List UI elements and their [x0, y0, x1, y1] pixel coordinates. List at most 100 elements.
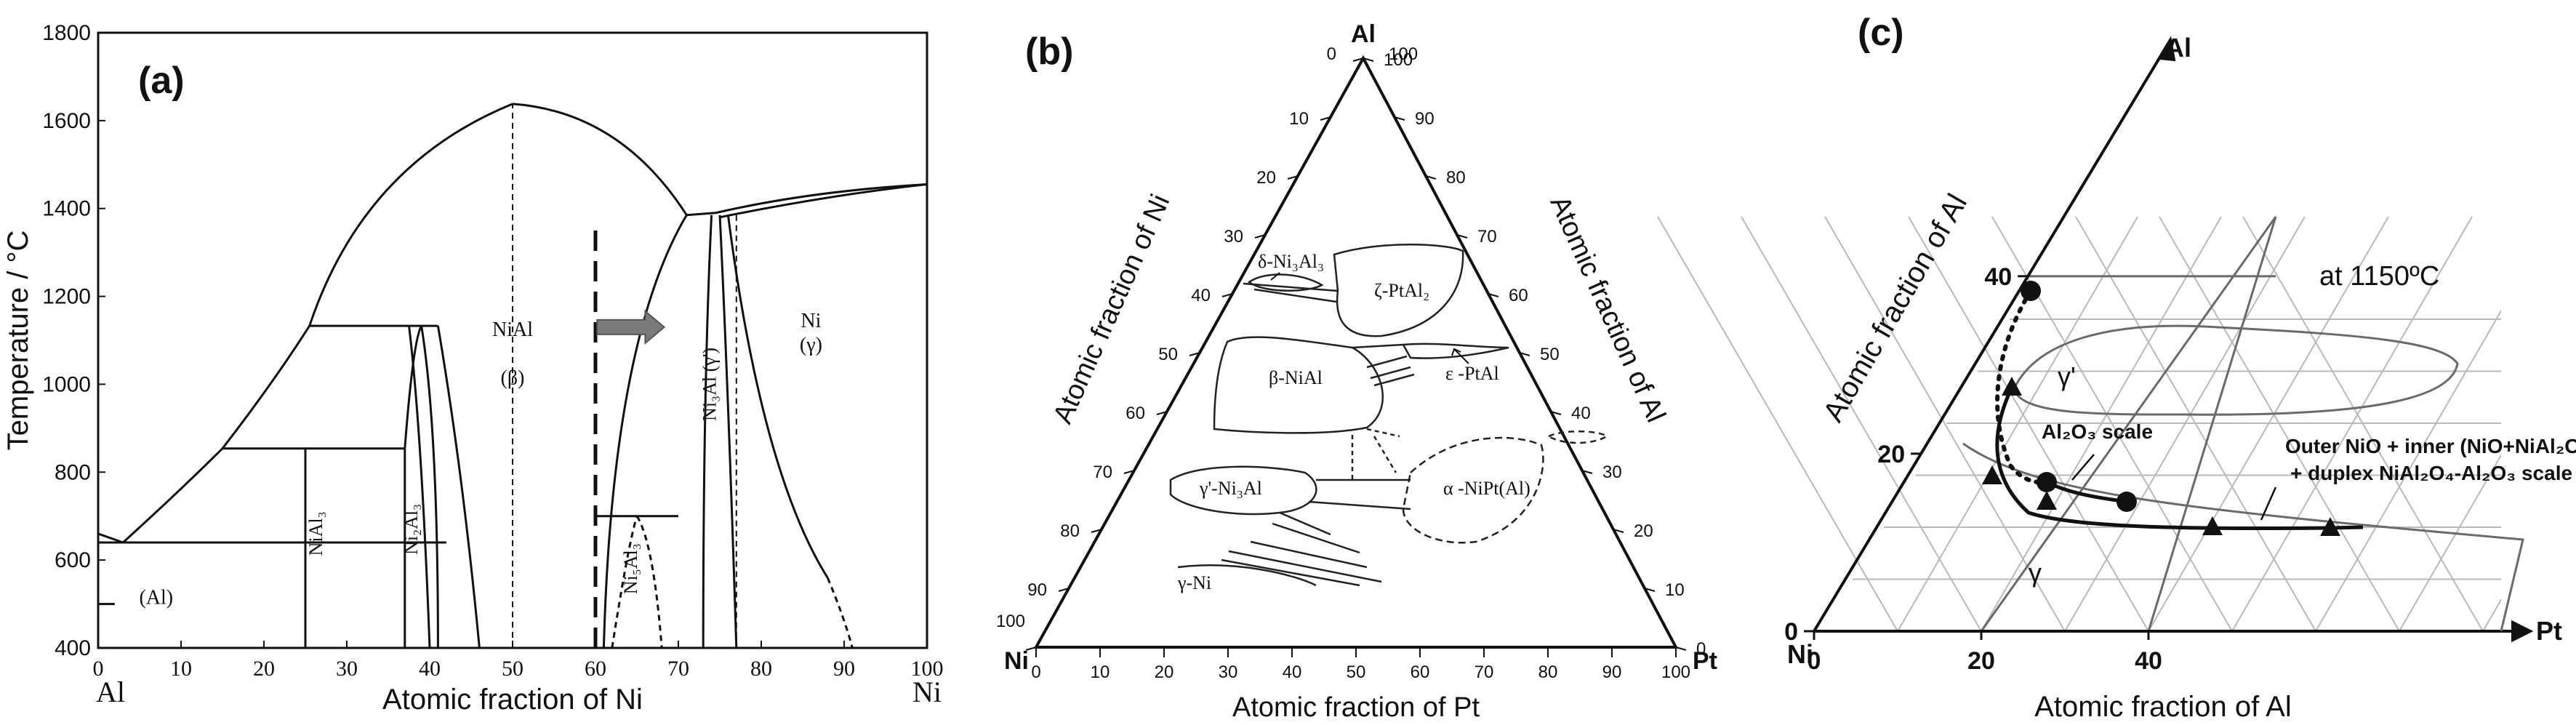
panel-c-vertex-ni: Ni [1787, 639, 1813, 669]
panel-a-ni3al-left [703, 215, 711, 648]
panel-a-phase-label: (γ) [800, 334, 822, 356]
panel-c-temperature-label: at 1150ºC [2319, 261, 2439, 292]
panel-a-ytick-label: 400 [55, 636, 91, 660]
panel-b-right-tick-label: 70 [1477, 227, 1497, 247]
panel-b-top-tick-100: 100 [1389, 44, 1418, 64]
panel-b-right-tick-label: 30 [1602, 462, 1622, 482]
panel-c-triangle-marker [2202, 516, 2223, 535]
panel-a-liquidus-al-side [98, 534, 123, 542]
panel-b-bottom-tick-label: 0 [1031, 662, 1040, 682]
panel-c-outer-scale-label-2: + duplex NiAl₂O₄-Al₂O₃ scale [2290, 462, 2572, 484]
panel-b-ternary-diagram: (b) 0010101020202030303040404050 50506060… [996, 20, 1717, 723]
panel-a-xtick-label: 50 [502, 657, 523, 681]
panel-a-ylabel: Temperature / °C [2, 231, 34, 451]
panel-a-phase-label: NiAl₃ [305, 511, 326, 556]
panel-b-bottom-tick-label: 100 [1661, 662, 1690, 682]
panel-c-vertex-al: Al [2165, 33, 2191, 63]
panel-b-phase-label: β-NiAl [1269, 367, 1323, 388]
panel-b-bottom-tick-label: 30 [1219, 662, 1238, 682]
panel-b-bottom-tick-label: 50 [1347, 662, 1366, 682]
panel-b-pointer-arrows [1271, 273, 1469, 364]
panel-a-gamma-boundary [728, 215, 827, 578]
panel-b-right-tick-label: 80 [1446, 168, 1466, 188]
panel-b-phase-label: γ-Ni [1177, 572, 1211, 593]
panel-c-grid [1658, 29, 2576, 640]
panel-a-ytick-label: 1400 [42, 197, 91, 221]
panel-b-phase-label: δ-Ni₃Al₃ [1258, 251, 1324, 272]
panel-c-axes [1814, 40, 2530, 640]
panel-b-right-small-region [1549, 431, 1607, 443]
panel-b-left-tick-label: 10 [1289, 109, 1309, 129]
panel-a-nial-left-boundary [438, 326, 479, 648]
panel-b-phase-label: γ'-Ni₃Al [1199, 478, 1262, 499]
panel-a-phase-label: Ni [801, 310, 821, 332]
panel-a-phase-label: (Al) [139, 587, 173, 609]
panel-b-right-axis-label: Atomic fraction of Al [1544, 191, 1671, 427]
panel-c-ternary-partial: (c) 0 20 40 0 20 40 Al Ni Pt Atomic fraction … [1658, 12, 2576, 723]
panel-b-vertex-pt: Pt [1693, 647, 1717, 675]
panel-c-outer-scale-label-1: Outer NiO + inner (NiO+NiAl₂O₄) [2285, 435, 2576, 457]
panel-a-xtick-label: 30 [336, 657, 358, 681]
panel-b-bottom-tick-label: 80 [1538, 662, 1558, 682]
panel-b-bottom-tick-label: 40 [1283, 662, 1302, 682]
panel-a-shift-arrow [597, 311, 664, 343]
panel-c-bottom-axis-label: Atomic fraction of Al [2034, 691, 2291, 723]
panel-a-liquidus-2 [222, 326, 310, 449]
panel-c-bottom-tick-label: 40 [2135, 647, 2162, 675]
panel-a-peritectic-1385 [686, 213, 715, 215]
panel-a-binary-phase-diagram: 0 10 20 30 40 50 60 70 80 90 100400600800100012001… [2, 21, 944, 716]
panel-b-right-tick-label: 40 [1571, 404, 1591, 423]
panel-b-left-tick-label: 40 [1191, 286, 1211, 305]
panel-a-phase-label: Ni₂Al₃ [401, 504, 422, 555]
panel-a-phase-label: (β) [501, 366, 525, 389]
panel-a-xlabel: Atomic fraction of Ni [382, 684, 643, 716]
panel-a-liquidus-1 [123, 449, 222, 542]
panel-c-grid-mask [2501, 29, 2576, 640]
panel-b-bottom-tick-label: 90 [1602, 662, 1622, 682]
panel-c-left-tick-label: 40 [1984, 263, 2012, 291]
panel-b-left-tick-label: 90 [1027, 580, 1047, 600]
panel-b-right-tick-label: 60 [1509, 286, 1528, 305]
panel-b-left-tick-label: 20 [1256, 168, 1276, 188]
panel-c-triangle-marker [2037, 491, 2057, 510]
panel-a-xtick-label: 60 [585, 657, 606, 681]
panel-c-al2o3-scale-label: Al₂O₃ scale [2042, 420, 2153, 443]
panel-c-label: (c) [1858, 12, 1904, 54]
panel-b-triangle [1036, 58, 1676, 647]
panel-b-top-tick-0: 0 [1327, 44, 1336, 64]
panel-c-left-axis-label: Atomic fraction of Al [1817, 188, 1973, 427]
panel-a-ni3al-right [720, 215, 737, 648]
panel-a-xtick-label: 80 [750, 657, 772, 681]
panel-a-xtick-label: 20 [253, 657, 275, 681]
panel-a-ytick-label: 600 [55, 548, 91, 572]
panel-a-liquidus-3 [310, 104, 513, 326]
panel-a-ytick-label: 1200 [42, 285, 91, 309]
panel-b-bottom-tick-label: 70 [1474, 662, 1494, 682]
panel-b-bottom-tick-label: 20 [1155, 662, 1174, 682]
panel-a-xtick-label: 70 [667, 657, 689, 681]
panel-a-ytick-label: 1800 [42, 21, 91, 45]
panel-a-phase-labels: NiAl(β)Ni(γ)Ni₃Al (γ')NiAl₃ Ni₂Al₃Ni₅Al₃(… [139, 310, 822, 609]
panel-b-bottom-tick-label: 10 [1091, 662, 1110, 682]
panel-c-left-tick-label: 20 [1877, 441, 1905, 468]
panel-b-right-tick-label: 50 [1540, 345, 1560, 364]
panel-c-region-gamma: γ [2029, 558, 2042, 588]
panel-b-left-tick-label: 80 [1060, 521, 1080, 541]
panel-b-left-tick-label: 70 [1093, 462, 1112, 482]
panel-c-region-gamma-prime: γ' [2058, 361, 2076, 391]
panel-b-bottom-tick-label: 60 [1411, 662, 1430, 682]
panel-a-endpoint-ni: Ni [912, 676, 942, 708]
panel-b-left-axis-label: Atomic fraction of Ni [1048, 190, 1176, 428]
panel-a-ni2al3-right [422, 326, 438, 648]
panel-b-label: (b) [1025, 31, 1073, 73]
panel-b-phase-label: α -NiPt(Al) [1443, 478, 1530, 499]
panel-a-label: (a) [138, 60, 185, 102]
panel-a-liquidus-4 [513, 104, 686, 215]
panel-b-left-tick-100: 100 [996, 612, 1025, 631]
panel-b-left-tick-label: 60 [1126, 404, 1145, 423]
panel-b-phase-labels: δ-Ni₃Al₃ ζ-PtAl₂ ε -PtAl β-NiAl γ'-Ni₃Al α -N… [1177, 251, 1530, 593]
panel-b-bottom-axis-label: Atomic fraction of Pt [1232, 692, 1480, 723]
panel-b-right-tick-label: 20 [1634, 521, 1653, 541]
panel-a-endpoint-al: Al [96, 676, 125, 708]
